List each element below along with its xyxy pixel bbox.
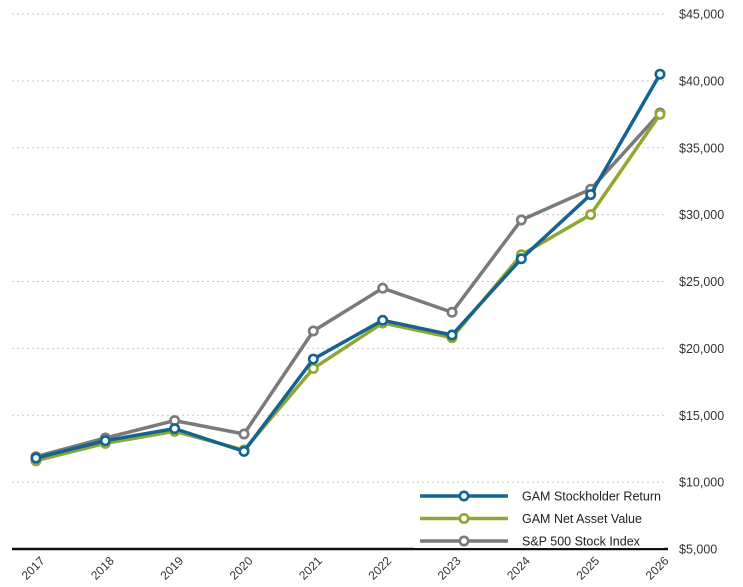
x-axis-tick-labels: 2017 2018 2019 2020 2021 2022 2023 2024 2025 2026 xyxy=(19,554,672,583)
data-point xyxy=(169,423,181,435)
legend-swatch-marker xyxy=(458,490,470,502)
data-point xyxy=(654,68,666,80)
legend-swatch-marker xyxy=(458,535,470,547)
series-gam-stockholder-return xyxy=(30,68,666,464)
x-tick-label: 2025 xyxy=(573,554,602,583)
data-point xyxy=(446,306,458,318)
series-line xyxy=(35,73,662,460)
legend-swatch-marker xyxy=(458,512,470,524)
data-point xyxy=(446,329,458,341)
data-point xyxy=(377,314,389,326)
x-tick-label: 2018 xyxy=(88,554,117,583)
legend-item: GAM Net Asset Value xyxy=(420,512,642,526)
legend-label: GAM Net Asset Value xyxy=(522,512,642,526)
grid-lines xyxy=(12,13,666,483)
data-point xyxy=(238,445,250,457)
y-axis-tick-labels: $5,000 $10,000 $15,000 $20,000 $25,000 $30,00… xyxy=(679,8,724,557)
data-point xyxy=(30,452,42,464)
y-tick-label: $25,000 xyxy=(679,275,724,289)
legend-label: GAM Stockholder Return xyxy=(522,490,661,504)
data-point xyxy=(654,108,666,120)
data-point xyxy=(585,209,597,221)
y-tick-label: $20,000 xyxy=(679,342,724,356)
y-tick-label: $10,000 xyxy=(679,476,724,490)
data-point xyxy=(377,282,389,294)
x-tick-label: 2017 xyxy=(19,554,48,583)
legend-item: GAM Stockholder Return xyxy=(420,490,661,504)
x-tick-label: 2023 xyxy=(435,554,464,583)
legend: GAM Stockholder Return GAM Net Asset Valu… xyxy=(414,488,664,549)
x-tick-label: 2024 xyxy=(504,554,533,583)
y-tick-label: $15,000 xyxy=(679,409,724,423)
data-point xyxy=(515,253,527,265)
data-point xyxy=(238,428,250,440)
data-point xyxy=(307,353,319,365)
x-tick-label: 2021 xyxy=(296,554,325,583)
series-gam-net-asset-value xyxy=(30,108,666,467)
y-tick-label: $35,000 xyxy=(679,141,724,155)
x-tick-label: 2019 xyxy=(157,554,186,583)
y-tick-label: $45,000 xyxy=(679,8,724,22)
x-tick-label: 2022 xyxy=(365,554,394,583)
data-point xyxy=(515,214,527,226)
legend-label: S&P 500 Stock Index xyxy=(522,535,641,549)
data-point xyxy=(99,435,111,447)
data-point xyxy=(585,189,597,201)
x-tick-label: 2020 xyxy=(227,554,256,583)
x-tick-label: 2026 xyxy=(643,554,672,583)
y-tick-label: $30,000 xyxy=(679,208,724,222)
series-layer xyxy=(30,68,666,467)
legend-item: S&P 500 Stock Index xyxy=(420,535,641,549)
y-tick-label: $5,000 xyxy=(679,543,717,557)
data-point xyxy=(307,325,319,337)
series-line xyxy=(35,111,662,459)
series-line xyxy=(35,113,662,463)
series-s-p-500-stock-index xyxy=(30,107,666,463)
y-tick-label: $40,000 xyxy=(679,74,724,88)
